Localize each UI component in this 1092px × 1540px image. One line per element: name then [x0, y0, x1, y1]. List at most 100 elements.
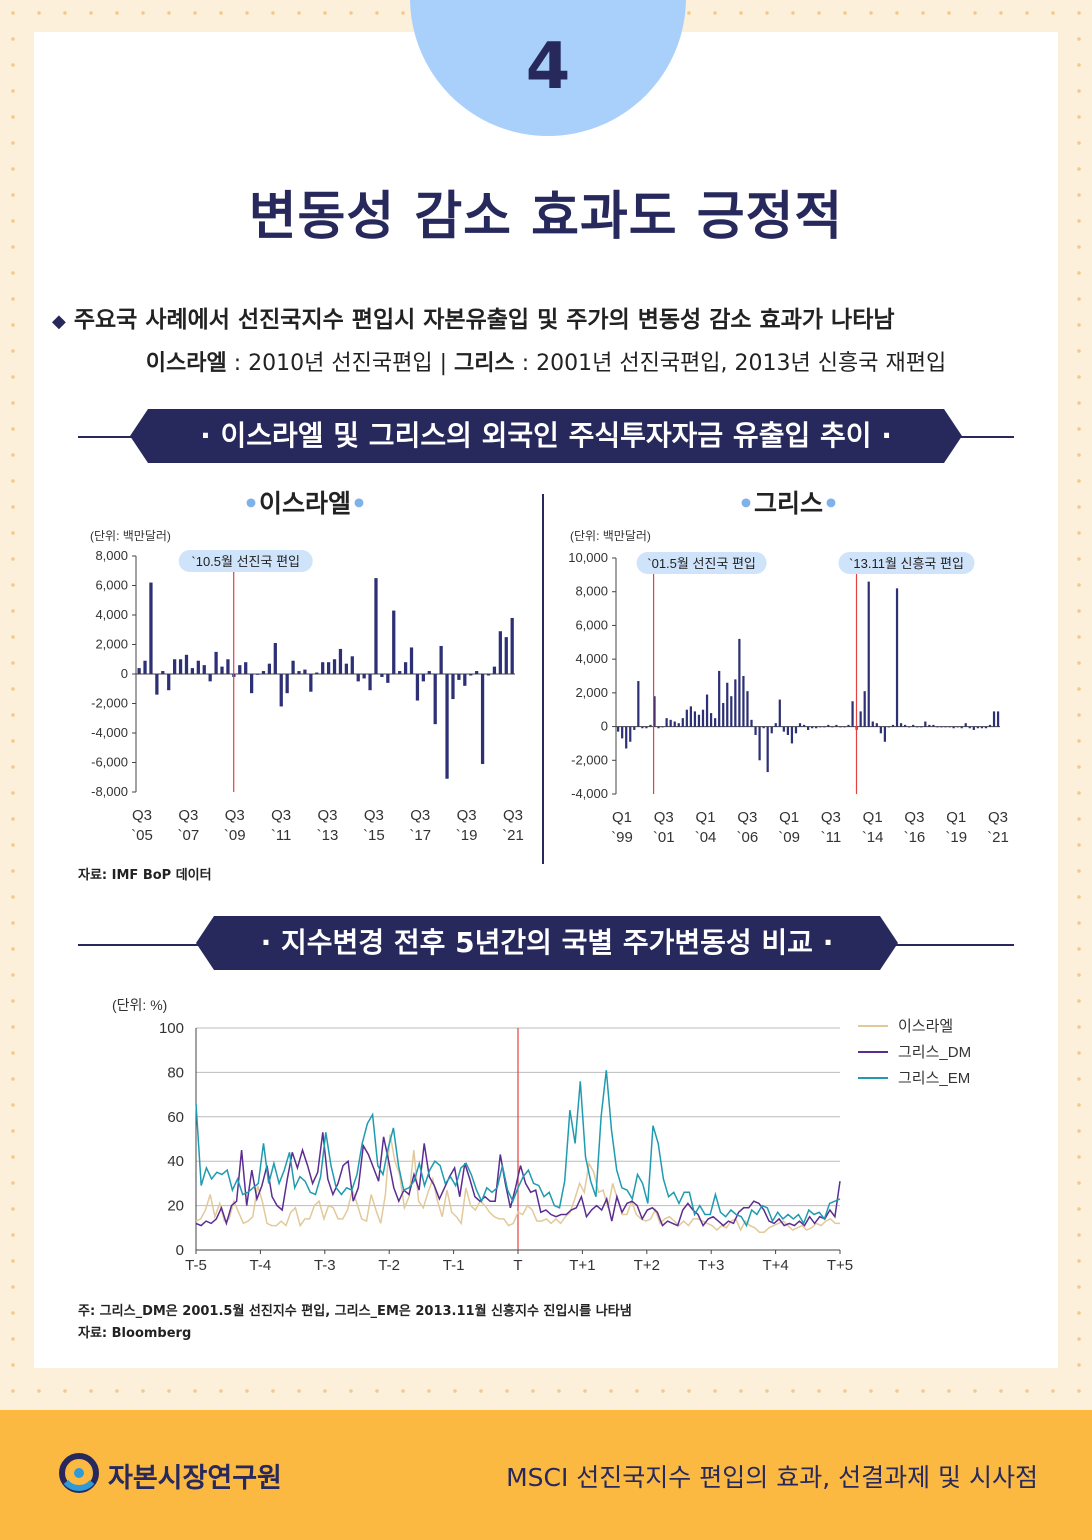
bar [321, 662, 325, 674]
x-tick-label: T-1 [443, 1257, 465, 1274]
bar [843, 726, 846, 728]
x-tick-label: Q1 [946, 809, 966, 826]
bar [498, 631, 502, 674]
y-tick-label: -4,000 [571, 786, 608, 801]
bar [629, 726, 632, 742]
bar [734, 679, 737, 727]
y-tick-label: -2,000 [571, 752, 608, 767]
bar [463, 674, 467, 686]
bar [778, 699, 781, 727]
bar [677, 723, 680, 727]
bar [380, 674, 384, 677]
bar [742, 676, 745, 727]
bar [851, 701, 854, 727]
bar [161, 671, 165, 674]
bar [661, 726, 664, 728]
series-line [195, 1070, 841, 1228]
bar [486, 674, 491, 676]
unit-label: (단위: 백만달러) [90, 529, 171, 543]
greece-bar-chart: (단위: 백만달러) 10,000 8,000 6,000 4,000 2,000 0 -2,… [568, 529, 1009, 846]
x-tick-label: Q3 [904, 809, 924, 826]
bar [714, 718, 717, 727]
section-banner-flows: · 이스라엘 및 그리스의 외국인 주식투자자금 유출입 추이 · [130, 409, 962, 463]
event-label: `13.11월 신흥국 편입 [849, 556, 964, 571]
x-tick-label: T-3 [314, 1257, 336, 1274]
bar [356, 674, 360, 682]
x-tick-label: Q3 [654, 809, 674, 826]
bar [887, 726, 891, 728]
bar [912, 724, 915, 727]
x-tick-label: `09 [778, 829, 800, 846]
x-tick-label: T-5 [185, 1257, 207, 1274]
org-logo-icon [59, 1453, 99, 1493]
content-card [34, 32, 1058, 1368]
y-tick-label: 0 [601, 719, 608, 734]
org-name: 자본시장연구원 [108, 1463, 282, 1494]
bar [948, 726, 951, 728]
bar [309, 674, 313, 692]
bullet-text: 주요국 사례에서 선진국지수 편입시 자본유출입 및 주가의 변동성 감소 효과… [73, 307, 895, 333]
x-tick-label: `19 [945, 829, 967, 846]
chart-divider [542, 494, 544, 864]
bar [871, 721, 874, 727]
bar [475, 671, 479, 674]
bar [681, 718, 684, 727]
bar [368, 674, 372, 691]
bar [633, 726, 636, 730]
bar [190, 668, 195, 674]
volatility-line-chart: (단위: %) 100 80 60 40 20 0T-5 T-4 T-3 T-2 T-1 T T+1 T+… [112, 997, 971, 1274]
bar [492, 666, 497, 674]
israel-chart-title: •이스라엘• [243, 489, 367, 518]
x-tick-label: Q3 [178, 807, 198, 824]
bar [718, 670, 721, 727]
bar [421, 674, 425, 682]
bar [976, 726, 979, 729]
bar [297, 671, 301, 674]
bar [815, 726, 818, 729]
series-line [195, 1134, 840, 1233]
event-label: `10.5월 선진국 편입 [191, 554, 300, 569]
legend-label: 이스라엘 [898, 1018, 953, 1035]
x-tick-label: Q3 [364, 807, 384, 824]
x-tick-label: T-4 [250, 1257, 272, 1274]
x-tick-label: Q3 [225, 807, 245, 824]
bar [669, 719, 672, 727]
x-tick-label: `11 [821, 829, 842, 846]
bar [798, 723, 802, 727]
bar [879, 726, 882, 734]
bar [960, 726, 963, 729]
bar [504, 637, 508, 674]
bar [701, 709, 705, 727]
y-tick-label: -6,000 [91, 755, 128, 770]
bar [847, 724, 850, 727]
israel-label: 이스라엘 [145, 351, 227, 376]
bar [972, 726, 975, 730]
greece-label: 그리스 [453, 351, 515, 376]
y-tick-label: -8,000 [91, 784, 128, 799]
bar [762, 726, 765, 729]
bar [173, 659, 177, 674]
x-tick-label: T [513, 1257, 522, 1274]
page-number: 4 [525, 30, 571, 104]
bar [649, 724, 652, 727]
bar [673, 721, 676, 727]
legend-label: 그리스_DM [898, 1044, 971, 1061]
y-tick-label: -2,000 [91, 696, 128, 711]
y-tick-label: 0 [121, 666, 128, 681]
bar [750, 719, 753, 727]
bar [988, 724, 992, 727]
x-tick-label: `04 [695, 829, 717, 846]
bar [932, 724, 935, 727]
bar [665, 718, 668, 727]
greece-text: : 2001년 선진국편입, 2013년 신흥국 재편입 [514, 351, 947, 376]
bar [811, 726, 814, 729]
bar [439, 645, 443, 674]
y-tick-label: 2,000 [575, 685, 608, 700]
bar [754, 726, 757, 735]
event-label-bg [178, 550, 313, 572]
x-tick-label: Q3 [457, 807, 477, 824]
diamond-icon: ◆ [52, 311, 66, 332]
x-tick-label: T+2 [634, 1257, 660, 1274]
bar [244, 662, 248, 674]
bar [143, 660, 147, 674]
